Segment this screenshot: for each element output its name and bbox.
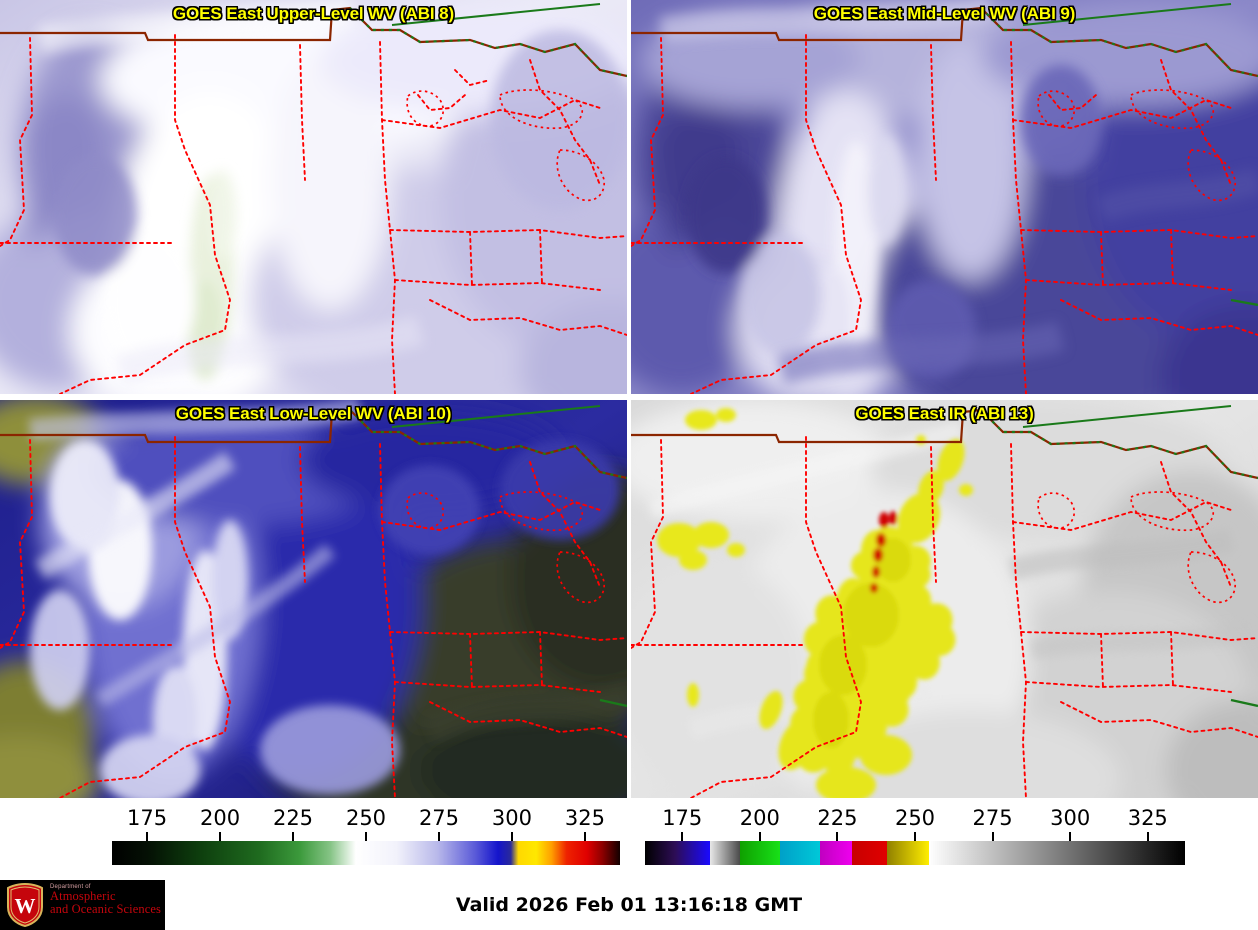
colorbar-tick-label-175: 175 [662,806,703,830]
uw-crest-icon: W [7,883,43,927]
footer-bar: Valid 2026 Feb 01 13:16:18 GMT W Departm… [0,880,1258,930]
colorbar-area: 175 200 225 250 275 300 325 [0,800,1258,880]
satellite-image-abi10 [0,400,627,798]
colorbar-tick-mark-175 [681,832,684,841]
colorbar-tick-label-275: 275 [972,806,1013,830]
colorbar-water-vapor[interactable]: 175 200 225 250 275 300 325 [112,800,620,880]
colorbar-left-gradient [112,841,620,865]
panel-abi13[interactable]: GOES East IR (ABI 13) [631,400,1258,798]
colorbar-tick-mark-275 [991,832,994,841]
colorbar-tick-mark-200 [219,832,222,841]
colorbar-left-ticks [112,832,620,841]
colorbar-tick-mark-225 [292,832,294,841]
colorbar-tick-mark-175 [146,832,149,841]
colorbar-tick-mark-250 [365,832,367,841]
colorbar-tick-label-275: 275 [418,806,460,830]
colorbar-infrared[interactable]: 175 200 225 250 275 300 325 [645,800,1185,880]
colorbar-tick-mark-325 [583,832,586,841]
panel-abi10[interactable]: GOES East Low-Level WV (ABI 10) [0,400,627,798]
colorbar-tick-label-200: 200 [199,806,241,830]
svg-text:W: W [15,894,36,918]
colorbar-tick-mark-250 [914,832,916,841]
panel-abi8[interactable]: GOES East Upper-Level WV (ABI 8) [0,0,627,394]
satellite-image-abi8 [0,0,627,394]
colorbar-tick-label-200: 200 [739,806,780,830]
colorbar-left-tick-labels: 175 200 225 250 275 300 325 [112,800,620,832]
logo-line-2: and Oceanic Sciences [50,901,161,916]
colorbar-tick-mark-200 [758,832,761,841]
satellite-panel-grid: GOES East Upper-Level WV (ABI 8) [0,0,1258,800]
colorbar-tick-mark-275 [437,832,440,841]
satellite-image-abi13 [631,400,1258,798]
colorbar-right-gradient [645,841,1185,865]
colorbar-tick-mark-300 [1069,832,1072,841]
panel-abi9[interactable]: GOES East Mid-Level WV (ABI 9) [631,0,1258,394]
colorbar-tick-label-175: 175 [126,806,168,830]
colorbar-tick-label-300: 300 [491,806,533,830]
colorbar-right-ticks [645,832,1185,841]
logo-line-1: Atmospheric [50,889,116,903]
colorbar-tick-label-325: 325 [564,806,605,830]
uw-aos-logo[interactable]: W Department of Atmospheric and Oceanic … [0,880,165,930]
logo-text-block: Department of Atmospheric and Oceanic Sc… [50,884,162,928]
colorbar-tick-label-300: 300 [1050,806,1091,830]
colorbar-tick-mark-325 [1146,832,1149,841]
colorbar-tick-label-325: 325 [1127,806,1168,830]
colorbar-tick-label-250: 250 [894,806,936,830]
colorbar-tick-label-225: 225 [817,806,858,830]
valid-time-text: Valid 2026 Feb 01 13:16:18 GMT [455,894,803,916]
colorbar-tick-mark-225 [836,832,839,841]
logo-dept-line: Department of [50,884,91,890]
colorbar-right-tick-labels: 175 200 225 250 275 300 325 [645,800,1185,832]
satellite-image-abi9 [631,0,1258,394]
colorbar-tick-label-225: 225 [272,806,314,830]
colorbar-tick-label-250: 250 [345,806,387,830]
colorbar-tick-mark-300 [510,832,513,841]
